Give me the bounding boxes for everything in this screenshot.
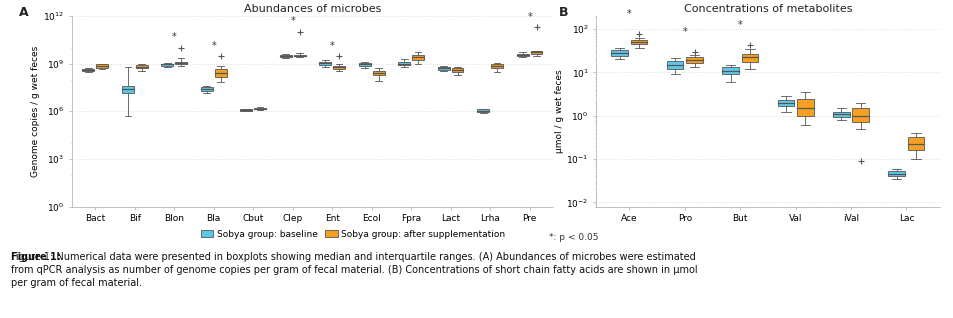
Bar [201, 87, 213, 91]
Text: Figure 1: Numerical data were presented in boxplots showing median and interquar: Figure 1: Numerical data were presented … [11, 252, 698, 288]
Bar [279, 55, 292, 57]
Text: *: * [737, 20, 741, 30]
Bar [907, 137, 923, 150]
Bar [398, 62, 410, 65]
Text: *: p < 0.05: *: p < 0.05 [548, 233, 598, 242]
Bar [333, 66, 345, 69]
Bar [82, 69, 94, 72]
Text: *: * [172, 32, 176, 42]
Bar [161, 64, 173, 66]
Bar [437, 67, 449, 70]
Bar [135, 65, 148, 68]
Bar [777, 100, 794, 106]
Bar [685, 58, 702, 64]
Text: *: * [626, 9, 631, 19]
Bar [491, 64, 502, 68]
Bar [832, 112, 849, 117]
Bar [451, 68, 463, 72]
Legend: Sobya group: baseline, Sobya group: after supplementation: Sobya group: baseline, Sobya group: afte… [200, 230, 505, 239]
Bar [796, 99, 813, 116]
Bar [358, 63, 371, 66]
Text: Figure 1:: Figure 1: [11, 252, 61, 261]
Bar [96, 64, 108, 68]
Bar [721, 67, 739, 74]
Bar [611, 50, 627, 56]
Y-axis label: μmol / g wet feces: μmol / g wet feces [554, 70, 563, 153]
Bar [476, 109, 489, 112]
Text: *: * [330, 41, 335, 51]
Text: B: B [558, 6, 567, 19]
Bar [240, 109, 252, 111]
Bar [630, 39, 647, 45]
Bar [666, 61, 682, 69]
Bar [517, 54, 528, 56]
Y-axis label: Genome copies / g wet feces: Genome copies / g wet feces [31, 46, 40, 177]
Text: A: A [18, 6, 29, 19]
Bar [412, 55, 423, 59]
Title: Abundances of microbes: Abundances of microbes [244, 4, 380, 14]
Bar [740, 54, 758, 62]
Text: *: * [212, 41, 216, 51]
Bar [175, 62, 187, 64]
Bar [887, 171, 904, 176]
Bar [530, 52, 542, 54]
Bar [122, 86, 133, 93]
Text: *: * [681, 27, 686, 38]
Bar [852, 108, 868, 122]
Bar [214, 69, 226, 77]
Bar [319, 62, 331, 65]
Title: Concentrations of metabolites: Concentrations of metabolites [683, 4, 851, 14]
Bar [253, 108, 266, 109]
Text: *: * [527, 11, 532, 22]
Bar [294, 55, 305, 56]
Bar [373, 71, 384, 75]
Text: *: * [290, 16, 294, 26]
